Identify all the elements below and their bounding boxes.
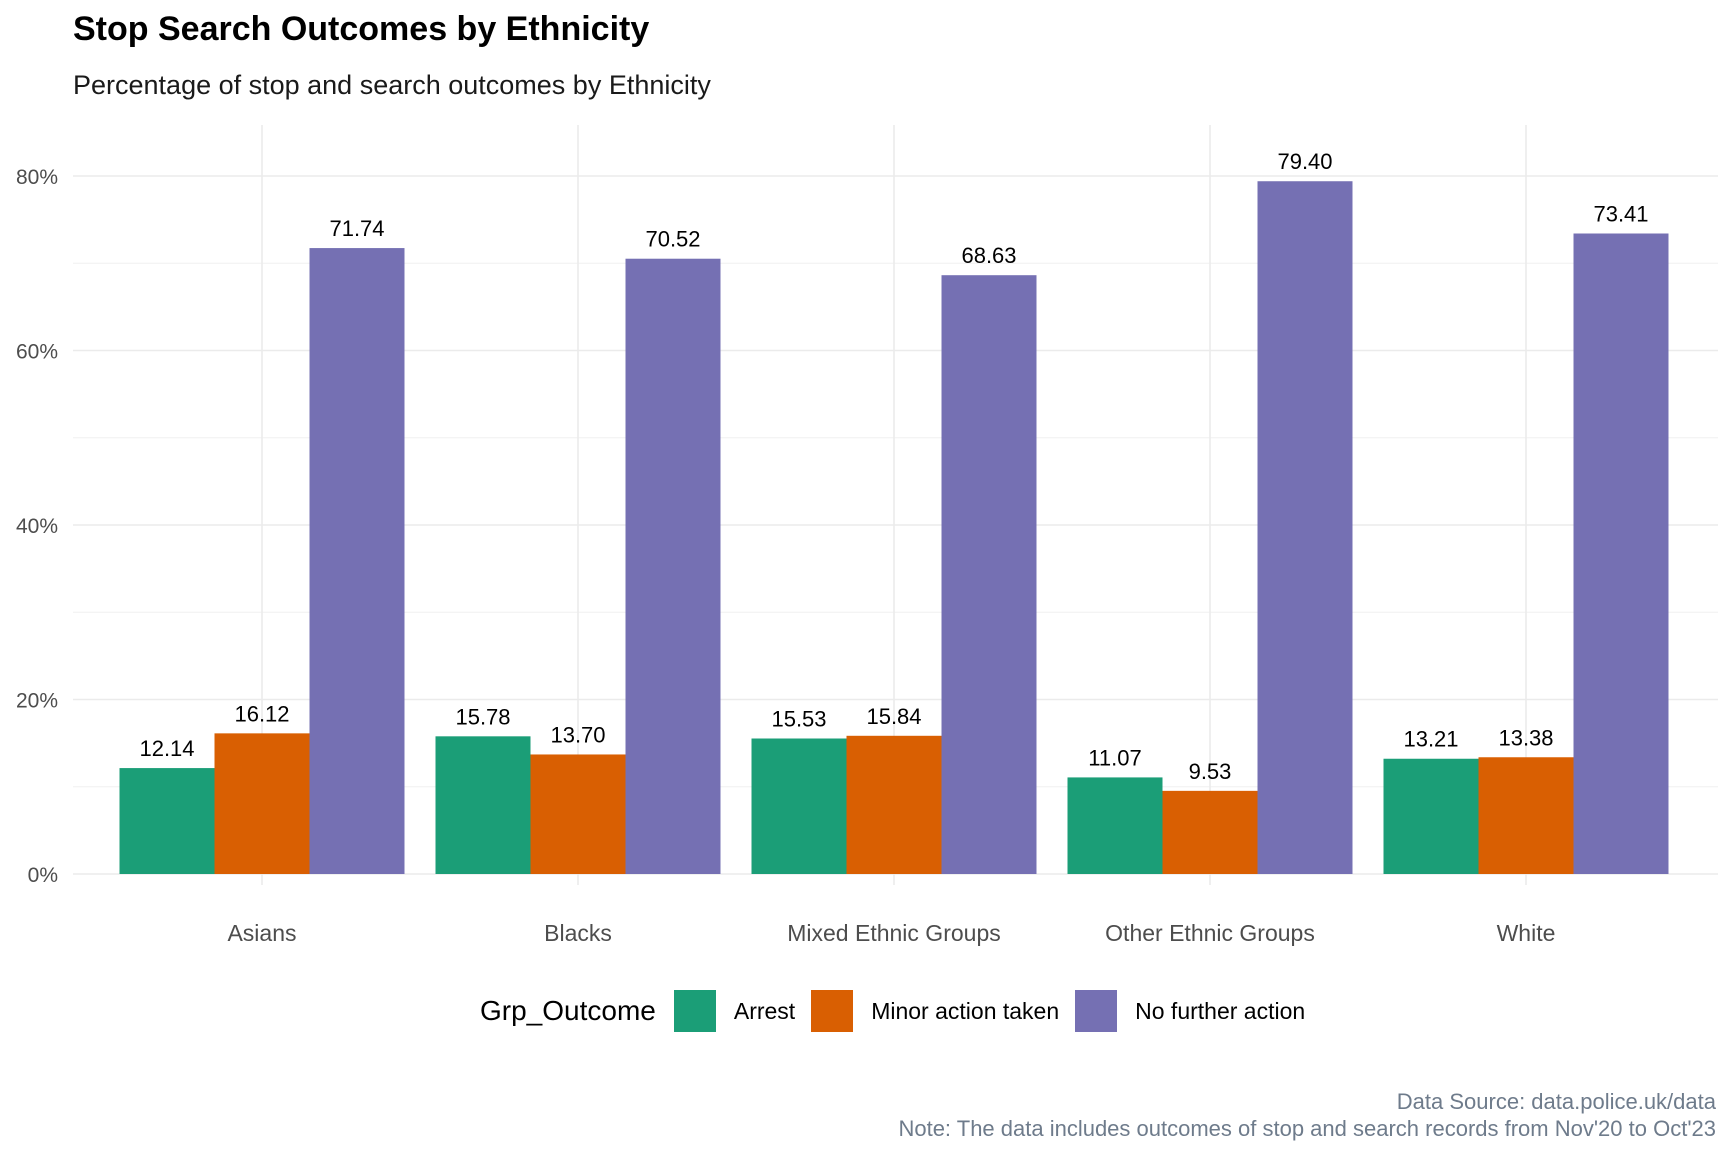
data-label: 73.41 [1593, 201, 1648, 226]
bar [1067, 777, 1163, 874]
bar [435, 736, 531, 874]
legend-item-no-further-action: No further action [1075, 990, 1305, 1032]
y-tick-label: 80% [16, 166, 58, 189]
bar [1162, 790, 1258, 874]
data-label: 13.21 [1403, 727, 1458, 752]
bar [309, 248, 405, 875]
bars [119, 181, 1669, 875]
bar [941, 275, 1037, 874]
data-label: 12.14 [139, 736, 194, 761]
bar [214, 733, 310, 874]
caption-source: Data Source: data.police.uk/data [1396, 1089, 1716, 1114]
y-axis: 0% 20% 40% 60% 80% [16, 166, 58, 887]
chart-subtitle: Percentage of stop and search outcomes b… [73, 70, 711, 100]
legend-label-arrest: Arrest [733, 997, 796, 1024]
x-axis: Asians Blacks Mixed Ethnic Groups Other Eth… [227, 920, 1555, 946]
data-labels: 12.14 15.78 15.53 11.07 13.21 16.12 13.70 15.84… [139, 149, 1648, 784]
legend-label-minor-action: Minor action taken [871, 997, 1060, 1024]
bar [751, 738, 847, 874]
data-label: 71.74 [329, 216, 384, 241]
data-label: 9.53 [1189, 759, 1232, 784]
bar [1573, 233, 1669, 875]
x-tick-label: Mixed Ethnic Groups [787, 920, 1000, 946]
bar [119, 768, 215, 874]
caption: Data Source: data.police.uk/data Note: T… [898, 1088, 1716, 1142]
legend-swatch-no-further-action [1075, 990, 1118, 1032]
bar [1383, 758, 1479, 874]
legend-item-arrest: Arrest [673, 990, 796, 1032]
bar [625, 258, 721, 874]
data-label: 16.12 [234, 701, 289, 726]
legend-label-no-further-action: No further action [1135, 997, 1306, 1024]
data-label: 79.40 [1277, 149, 1332, 174]
data-label: 68.63 [961, 243, 1016, 268]
legend: Grp_Outcome Arrest Minor action taken No… [480, 990, 1321, 1032]
data-label: 13.70 [550, 722, 605, 747]
legend-swatch-minor-action [811, 990, 854, 1032]
data-label: 13.38 [1498, 725, 1553, 750]
bar [846, 735, 942, 874]
x-tick-label: White [1497, 920, 1556, 946]
x-tick-label: Blacks [544, 920, 612, 946]
data-label: 15.78 [455, 704, 510, 729]
caption-note: Note: The data includes outcomes of stop… [898, 1116, 1716, 1141]
bar [530, 754, 626, 874]
legend-title: Grp_Outcome [480, 995, 656, 1026]
legend-item-minor-action: Minor action taken [811, 990, 1059, 1032]
y-tick-label: 40% [16, 515, 58, 538]
bar [1257, 181, 1353, 875]
y-tick-label: 60% [16, 341, 58, 364]
x-tick-label: Other Ethnic Groups [1105, 920, 1315, 946]
data-label: 11.07 [1088, 745, 1141, 770]
bar [1478, 757, 1574, 874]
y-tick-label: 0% [28, 864, 58, 887]
data-label: 70.52 [645, 227, 700, 252]
legend-swatch-arrest [673, 990, 716, 1032]
data-label: 15.53 [771, 707, 826, 732]
data-label: 15.84 [866, 704, 921, 729]
chart-title: Stop Search Outcomes by Ethnicity [73, 10, 650, 48]
x-tick-label: Asians [227, 920, 296, 946]
y-tick-label: 20% [16, 690, 58, 713]
